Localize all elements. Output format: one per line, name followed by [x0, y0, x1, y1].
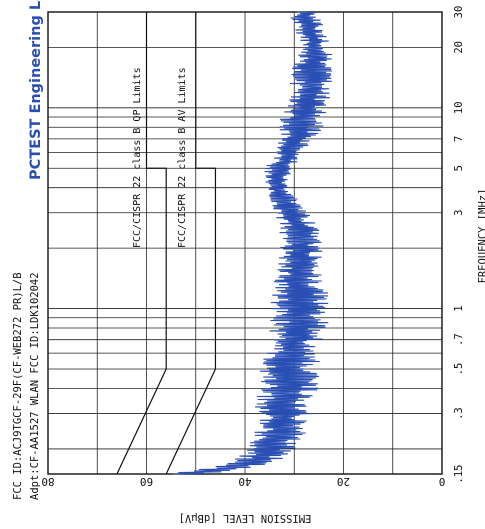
frequency-tick-label: 1: [453, 305, 465, 311]
frequency-tick-label: 10: [453, 101, 465, 114]
frequency-tick-label: 20: [453, 41, 465, 54]
header-line2: Adpt:CF-AA1527 WLAN FCC ID:LDK102042: [29, 272, 41, 500]
limit-lines: [116, 12, 217, 475]
level-tick-label: 0: [439, 475, 446, 488]
lab-name: PCTEST Engineering Lab.: [28, 0, 44, 180]
frequency-tick-label: .5: [453, 363, 465, 376]
frequency-tick-label: 3: [453, 210, 465, 216]
frequency-tick-label: .15: [453, 465, 465, 484]
frequency-tick-label: 7: [453, 136, 465, 142]
qp-limit-line: [116, 12, 167, 475]
frequency-tick-label: .3: [453, 407, 465, 420]
y-axis-label: EMISSION LEVEL [dBμV]: [179, 512, 312, 524]
level-tick-label: 80: [41, 475, 54, 488]
x-axis-label: FREQUENCY [MHz]: [477, 189, 485, 284]
limit-labels: FCC/CISPR 22 class B QP Limits FCC/CISPR …: [132, 67, 188, 248]
av-limit-label: FCC/CISPR 22 class B AV Limits: [177, 67, 188, 248]
qp-limit-label: FCC/CISPR 22 class B QP Limits: [132, 67, 143, 248]
emission-traces: [172, 11, 333, 475]
level-tick-label: 20: [337, 475, 350, 488]
emission-trace: [172, 11, 333, 475]
level-tick-labels: 0 20 40 60 80: [41, 475, 445, 488]
frequency-tick-labels: .15 .3 .5 .7 1 3 5 7 10 20 30: [453, 6, 465, 484]
grid-frequency-lines: [48, 46, 442, 450]
level-tick-label: 60: [140, 475, 153, 488]
frequency-tick-label: 30: [453, 6, 465, 19]
frequency-tick-label: 5: [453, 165, 465, 171]
frequency-tick-label: .7: [453, 333, 465, 346]
header-line1: FCC ID:ACJ9TGCF-29F(CF-WEB272 PR)L/B: [12, 272, 24, 500]
level-tick-label: 40: [238, 475, 251, 488]
av-limit-line: [165, 12, 217, 475]
